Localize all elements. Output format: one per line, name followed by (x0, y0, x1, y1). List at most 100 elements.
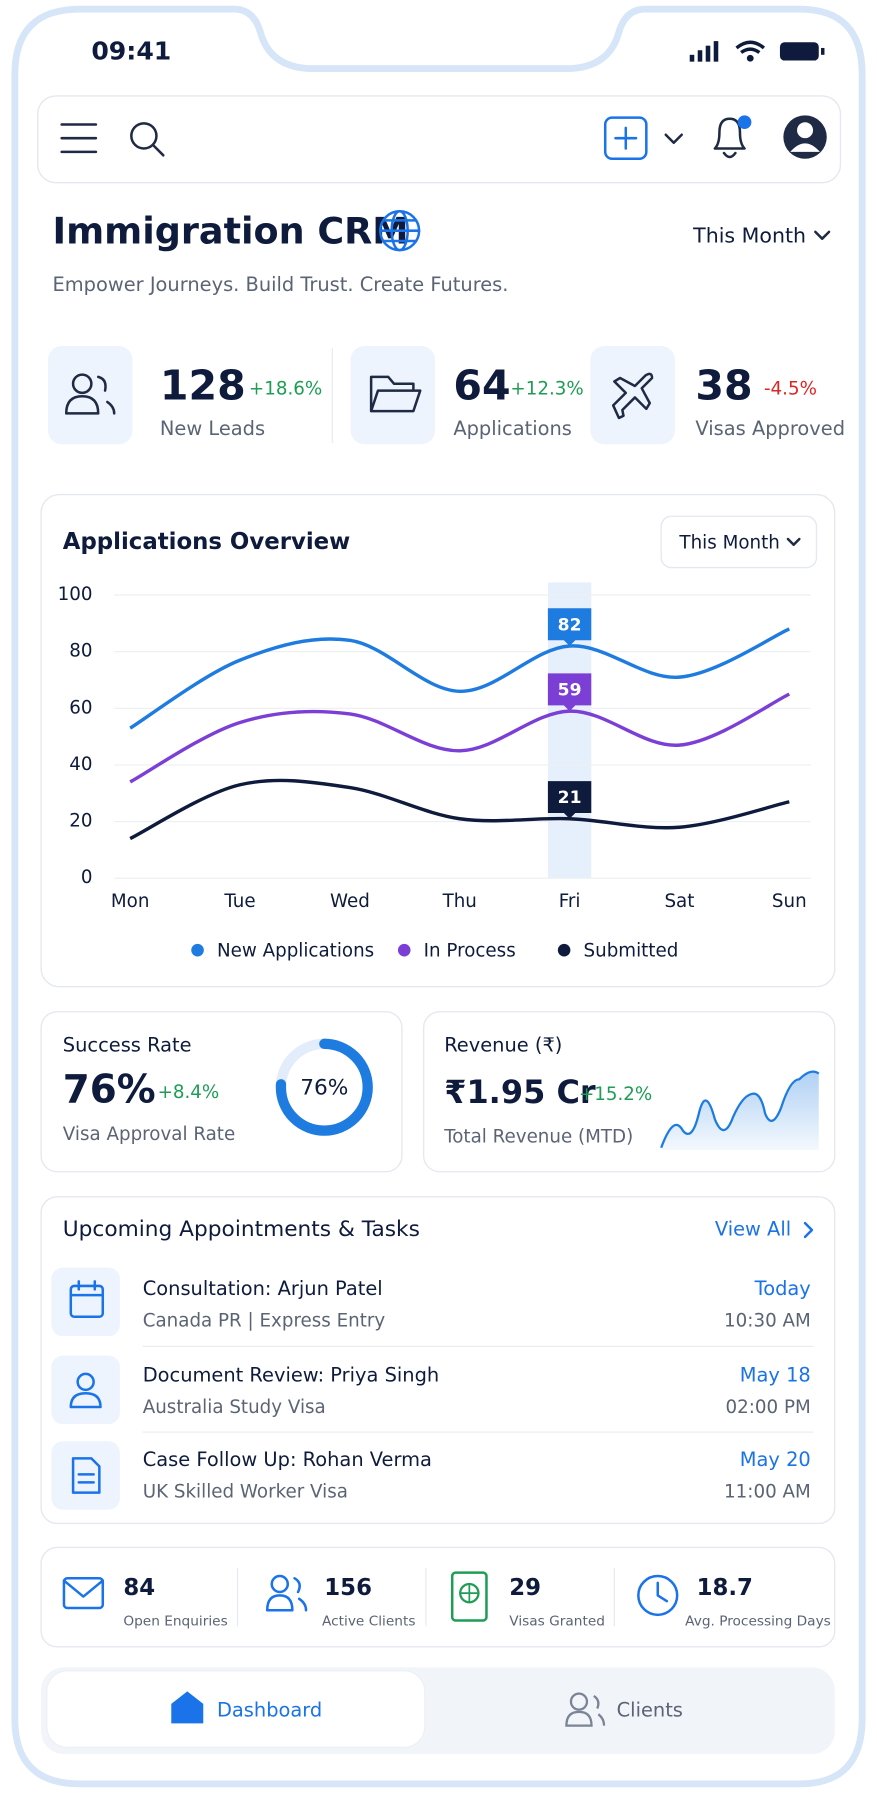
line-chart: 0 20 40 60 80 100 Mon Tue Wed Thu Fri Sat Sun 82 59 21 N… (58, 582, 811, 961)
stat-value: 84 (123, 1575, 155, 1601)
kpi-change: +18.6% (249, 378, 322, 399)
success-change: +8.4% (158, 1082, 220, 1103)
appointment-subtitle: Canada PR | Express Entry (143, 1310, 386, 1331)
nav-label[interactable]: Clients (617, 1698, 683, 1721)
stat-value: 156 (324, 1575, 372, 1601)
appointment-subtitle: UK Skilled Worker Visa (143, 1482, 348, 1503)
x-tick-label: Wed (330, 891, 370, 912)
kpi-value: 64 (453, 361, 510, 409)
stat-value: 29 (509, 1575, 541, 1601)
y-tick-label: 80 (69, 641, 92, 662)
stat-label: Avg. Processing Days (685, 1614, 831, 1630)
menu-button[interactable] (60, 123, 98, 154)
tooltip-bubble (547, 608, 592, 646)
appointment-item[interactable]: Document Review: Priya Singh Australia S… (51, 1355, 811, 1425)
x-tick-label: Fri (559, 891, 581, 912)
tooltip-value: 82 (558, 615, 582, 635)
x-tick-label: Thu (442, 891, 477, 912)
stat-value: 18.7 (697, 1575, 753, 1601)
line-series (129, 627, 790, 730)
notifications-button[interactable] (713, 115, 752, 159)
stat-label: Open Enquiries (123, 1614, 227, 1630)
y-tick-label: 100 (58, 584, 93, 605)
legend-swatch (191, 943, 204, 957)
kpi-new-leads: 128 +18.6% New Leads (47, 346, 322, 445)
x-tick-label: Sat (664, 891, 694, 912)
chart-period-label[interactable]: This Month (678, 533, 779, 554)
page-title: Immigration CRM (53, 209, 409, 252)
kpi-change: -4.5% (764, 378, 817, 399)
kpi-change: +12.3% (510, 378, 583, 399)
add-button[interactable] (603, 116, 683, 160)
profile-avatar[interactable] (783, 115, 827, 159)
y-tick-label: 40 (69, 754, 92, 775)
kpi-visas-approved: 38 -4.5% Visas Approved (590, 346, 845, 445)
view-all-label[interactable]: View All (715, 1217, 791, 1240)
appointment-item[interactable]: Case Follow Up: Rohan Verma UK Skilled W… (51, 1441, 811, 1510)
x-tick-label: Mon (111, 891, 150, 912)
appointment-date: Today (754, 1277, 811, 1300)
kpi-value: 38 (695, 361, 752, 409)
kpi-label: Applications (453, 417, 572, 440)
stat-visas-granted: 29 Visas Granted (450, 1571, 605, 1630)
success-subtitle: Visa Approval Rate (63, 1124, 235, 1145)
revenue-value: ₹1.95 Cr (444, 1073, 596, 1111)
legend-label: New Applications (217, 940, 374, 961)
tooltip-bubble (547, 781, 592, 819)
stats-card (40, 1546, 836, 1648)
stat-processing-days: 18.7 Avg. Processing Days (637, 1574, 831, 1630)
appointment-title: Consultation: Arjun Patel (143, 1277, 383, 1300)
legend-swatch (557, 943, 571, 957)
nav-dashboard[interactable]: Dashboard (46, 1670, 426, 1748)
appointment-time: 11:00 AM (724, 1482, 811, 1503)
status-icons (689, 40, 825, 62)
chart-title: Applications Overview (63, 529, 350, 555)
kpi-label: New Leads (160, 417, 265, 440)
appointment-item[interactable]: Consultation: Arjun Patel Canada PR | Ex… (51, 1267, 811, 1337)
success-title: Success Rate (63, 1034, 192, 1057)
appointment-date: May 18 (740, 1364, 811, 1387)
donut-arc (275, 1038, 373, 1136)
appointment-title: Document Review: Priya Singh (143, 1364, 439, 1387)
revenue-subtitle: Total Revenue (MTD) (443, 1126, 633, 1147)
tooltip-bubble (547, 673, 592, 712)
appointment-time: 10:30 AM (724, 1310, 811, 1331)
nav-label[interactable]: Dashboard (217, 1698, 322, 1721)
x-tick-label: Tue (223, 891, 255, 912)
line-series (129, 692, 791, 784)
appointment-time: 02:00 PM (726, 1397, 811, 1418)
legend-label: Submitted (584, 940, 679, 961)
appointments-card (40, 1196, 836, 1525)
chart-period-dropdown[interactable]: This Month (660, 515, 818, 569)
search-button[interactable] (130, 122, 165, 157)
tooltip-value: 21 (558, 788, 582, 808)
kpi-applications: 64 +12.3% Applications (350, 346, 584, 445)
stat-label: Visas Granted (509, 1614, 605, 1630)
appointments-title: Upcoming Appointments & Tasks (63, 1217, 420, 1242)
nav-clients[interactable]: Clients (565, 1692, 683, 1727)
revenue-sparkline (660, 1070, 820, 1151)
revenue-change: +15.2% (579, 1084, 652, 1105)
stat-open-enquiries: 84 Open Enquiries (62, 1575, 228, 1630)
appointment-title: Case Follow Up: Rohan Verma (143, 1448, 432, 1471)
revenue-title: Revenue (₹) (444, 1034, 562, 1057)
y-tick-label: 0 (81, 867, 93, 888)
kpi-value: 128 (160, 361, 246, 409)
chart-card (40, 493, 836, 988)
tooltip-value: 59 (558, 681, 582, 701)
stat-active-clients: 156 Active Clients (265, 1574, 415, 1630)
page-subtitle: Empower Journeys. Build Trust. Create Fu… (53, 273, 509, 296)
kpi-label: Visas Approved (695, 417, 845, 440)
donut-label: 76% (300, 1075, 348, 1100)
line-series (129, 778, 790, 841)
period-label[interactable]: This Month (692, 223, 806, 247)
stat-label: Active Clients (322, 1614, 415, 1630)
period-dropdown[interactable]: This Month (692, 223, 831, 247)
status-time: 09:41 (91, 37, 171, 66)
appointment-subtitle: Australia Study Visa (143, 1397, 326, 1418)
globe-icon (379, 210, 421, 252)
legend-label: In Process (424, 940, 516, 961)
y-tick-label: 60 (69, 697, 92, 718)
view-all-link[interactable]: View All (715, 1217, 814, 1240)
